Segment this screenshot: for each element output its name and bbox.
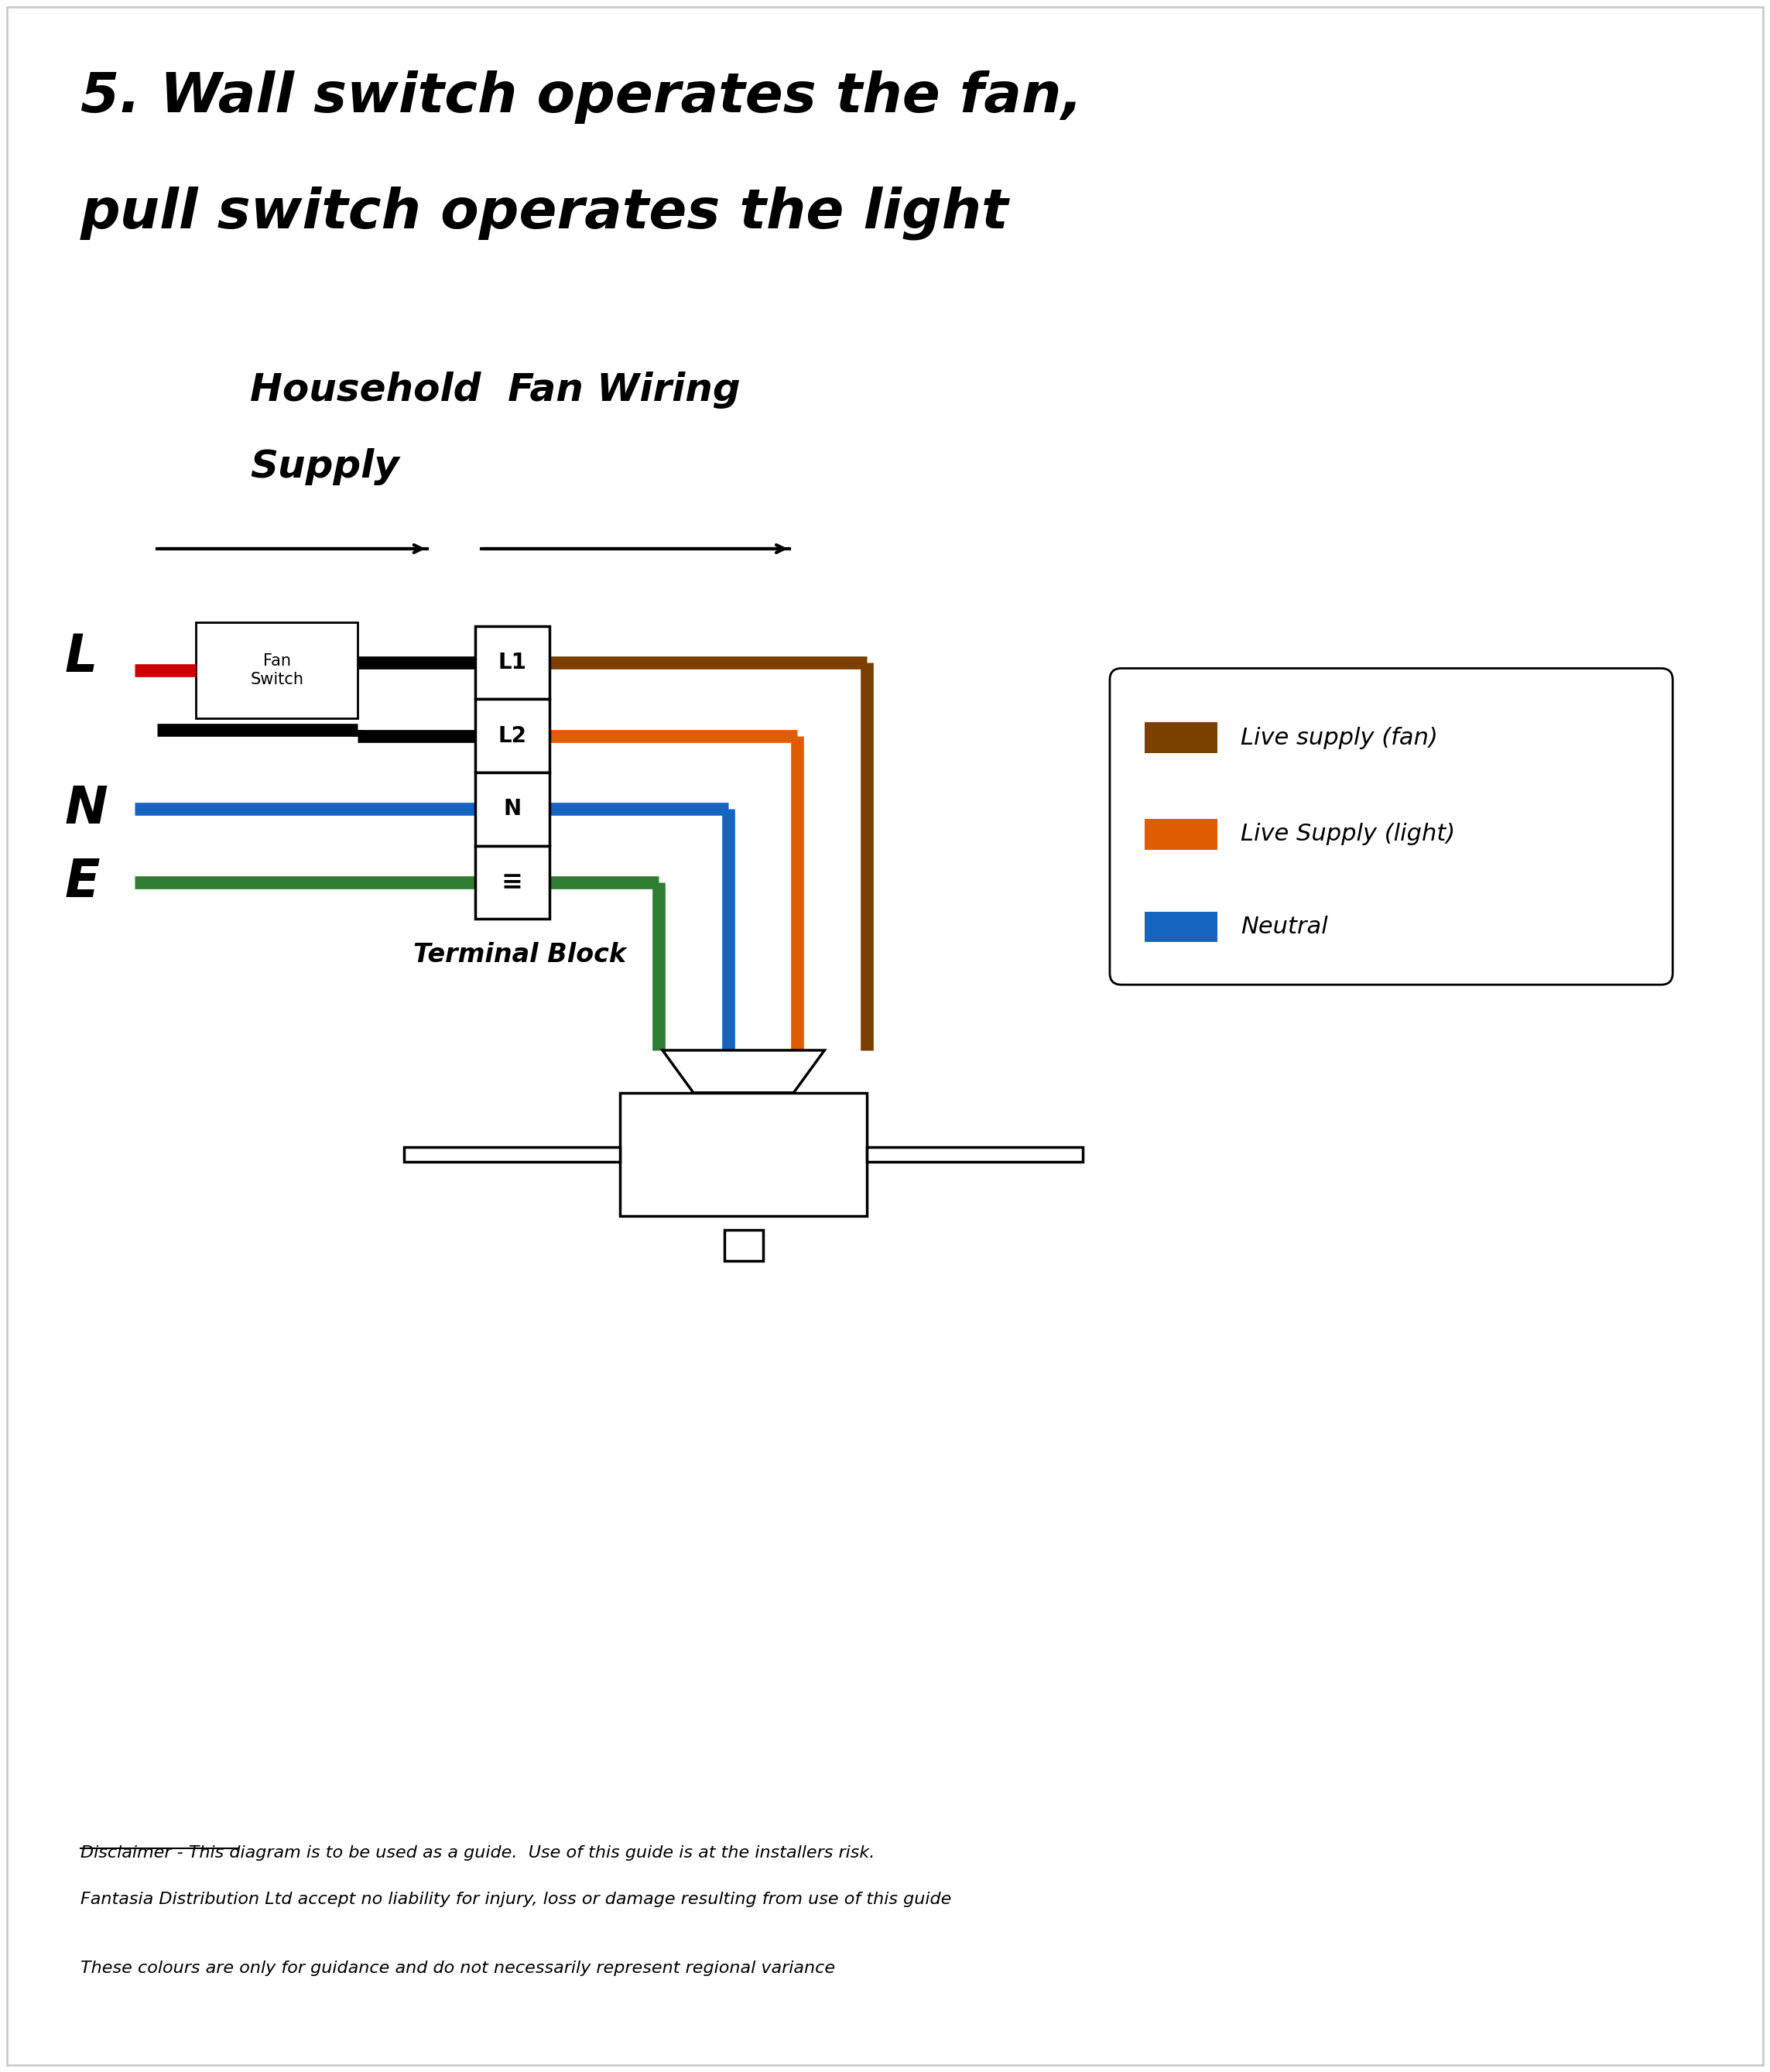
Text: Supply: Supply (250, 448, 400, 485)
Text: 5. Wall switch operates the fan,: 5. Wall switch operates the fan, (80, 70, 1083, 124)
FancyBboxPatch shape (474, 773, 549, 845)
Text: Live Supply (light): Live Supply (light) (1241, 823, 1455, 845)
Text: L: L (65, 632, 97, 682)
Text: N: N (65, 783, 108, 835)
Polygon shape (662, 1051, 825, 1092)
Text: pull switch operates the light: pull switch operates the light (80, 186, 1009, 240)
Text: N: N (503, 798, 520, 821)
Text: Neutral: Neutral (1241, 916, 1328, 939)
FancyBboxPatch shape (196, 622, 358, 719)
Text: L2: L2 (497, 725, 526, 746)
FancyBboxPatch shape (404, 1146, 620, 1162)
Text: ≡: ≡ (501, 870, 522, 895)
FancyBboxPatch shape (1145, 818, 1218, 850)
FancyBboxPatch shape (474, 845, 549, 920)
FancyBboxPatch shape (724, 1231, 763, 1262)
Text: Household  Fan Wiring: Household Fan Wiring (250, 371, 740, 408)
Text: E: E (65, 858, 101, 908)
FancyBboxPatch shape (1110, 669, 1673, 984)
FancyBboxPatch shape (620, 1092, 867, 1216)
Text: These colours are only for guidance and do not necessarily represent regional va: These colours are only for guidance and … (80, 1960, 835, 1977)
Text: Terminal Block: Terminal Block (414, 943, 627, 968)
Text: Fantasia Distribution Ltd accept no liability for injury, loss or damage resulti: Fantasia Distribution Ltd accept no liab… (80, 1892, 950, 1906)
FancyBboxPatch shape (1145, 723, 1218, 754)
Text: Disclaimer - This diagram is to be used as a guide.  Use of this guide is at the: Disclaimer - This diagram is to be used … (80, 1844, 874, 1861)
Text: L1: L1 (497, 653, 526, 673)
FancyBboxPatch shape (1145, 912, 1218, 943)
Text: Fan
Switch: Fan Switch (250, 653, 304, 688)
FancyBboxPatch shape (474, 698, 549, 773)
FancyBboxPatch shape (867, 1146, 1083, 1162)
FancyBboxPatch shape (474, 626, 549, 698)
Text: Live supply (fan): Live supply (fan) (1241, 727, 1439, 748)
